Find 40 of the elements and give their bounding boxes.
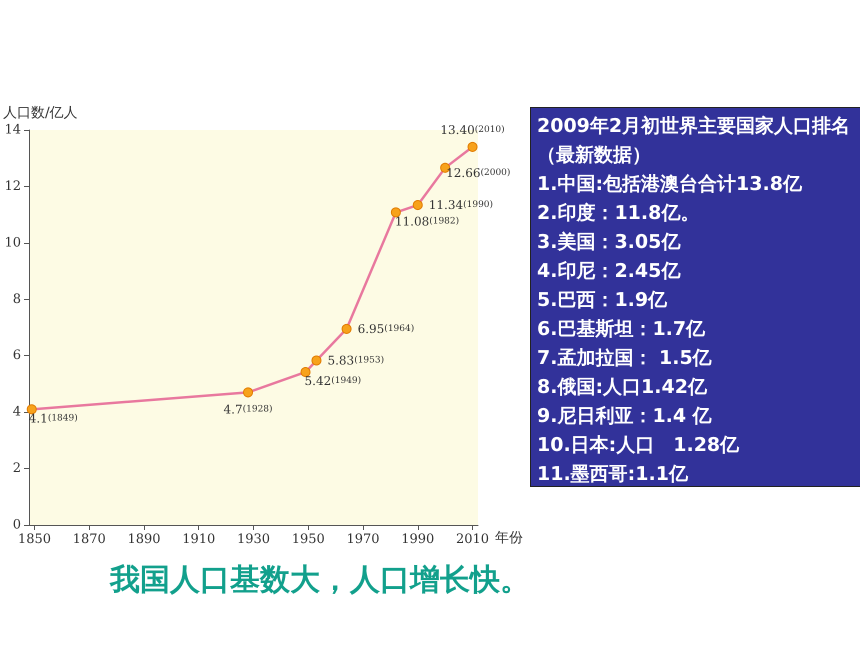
y-tick-label: 8 (12, 292, 21, 307)
y-tick-label: 2 (12, 461, 21, 476)
text: 4.印尼：2.45亿 (537, 259, 682, 284)
text: 3.美国：3.05亿 (537, 230, 682, 255)
x-tick-label: 1850 (18, 532, 52, 547)
data-label: 4.7(1928) (224, 402, 273, 416)
data-label: 13.40(2010) (440, 122, 505, 137)
text: 1.中国:包括港澳台合计13.8亿 (537, 172, 803, 197)
x-tick-label: 1870 (72, 532, 106, 547)
y-tick-label: 14 (4, 122, 21, 138)
y-tick-label: 6 (12, 348, 21, 364)
x-tick-label: 1910 (182, 532, 216, 547)
y-tick-label: 4 (12, 404, 21, 420)
text: 5.巴西：1.9亿 (537, 288, 668, 313)
data-label: 5.42(1949) (304, 374, 362, 388)
x-tick-label: 1950 (292, 532, 325, 547)
text: 2009年2月初世界主要国家人口排名（最新数据） (537, 114, 852, 168)
text: 6.巴基斯坦：1.7亿 (537, 317, 706, 342)
text: 10.日本:人口 1.28亿 (537, 433, 740, 458)
y-tick-label: 0 (12, 518, 21, 532)
y-tick-label: 10 (4, 235, 21, 250)
y-tick-label: 12 (4, 178, 21, 194)
text: 9.尼日利亚：1.4 亿 (537, 404, 713, 429)
data-label: 6.95(1964) (358, 322, 414, 336)
text: 11.墨西哥:1.1亿 (537, 462, 689, 487)
x-tick-label: 2010 (456, 532, 490, 547)
text: 8.俄国:人口1.42亿 (537, 375, 708, 400)
x-tick-label: 1970 (346, 532, 380, 547)
x-axis-title: 年份 (494, 530, 523, 546)
data-label: 5.83(1953) (327, 354, 384, 368)
text: 2.印度：11.8亿。 (537, 201, 700, 226)
x-tick-label: 1930 (236, 532, 270, 547)
data-label: 11.34(1990) (428, 198, 494, 212)
x-tick-label: 1890 (127, 532, 161, 547)
data-label: 12.66(2000) (446, 166, 510, 180)
data-label: 11.08(1982) (394, 214, 460, 228)
x-tick-label: 1990 (401, 532, 434, 547)
y-axis-title: 人口数/亿人 (3, 105, 78, 121)
text: 7.孟加拉国： 1.5亿 (537, 346, 713, 371)
text: 我国人口基数大，人口增长快。 (109, 562, 530, 598)
